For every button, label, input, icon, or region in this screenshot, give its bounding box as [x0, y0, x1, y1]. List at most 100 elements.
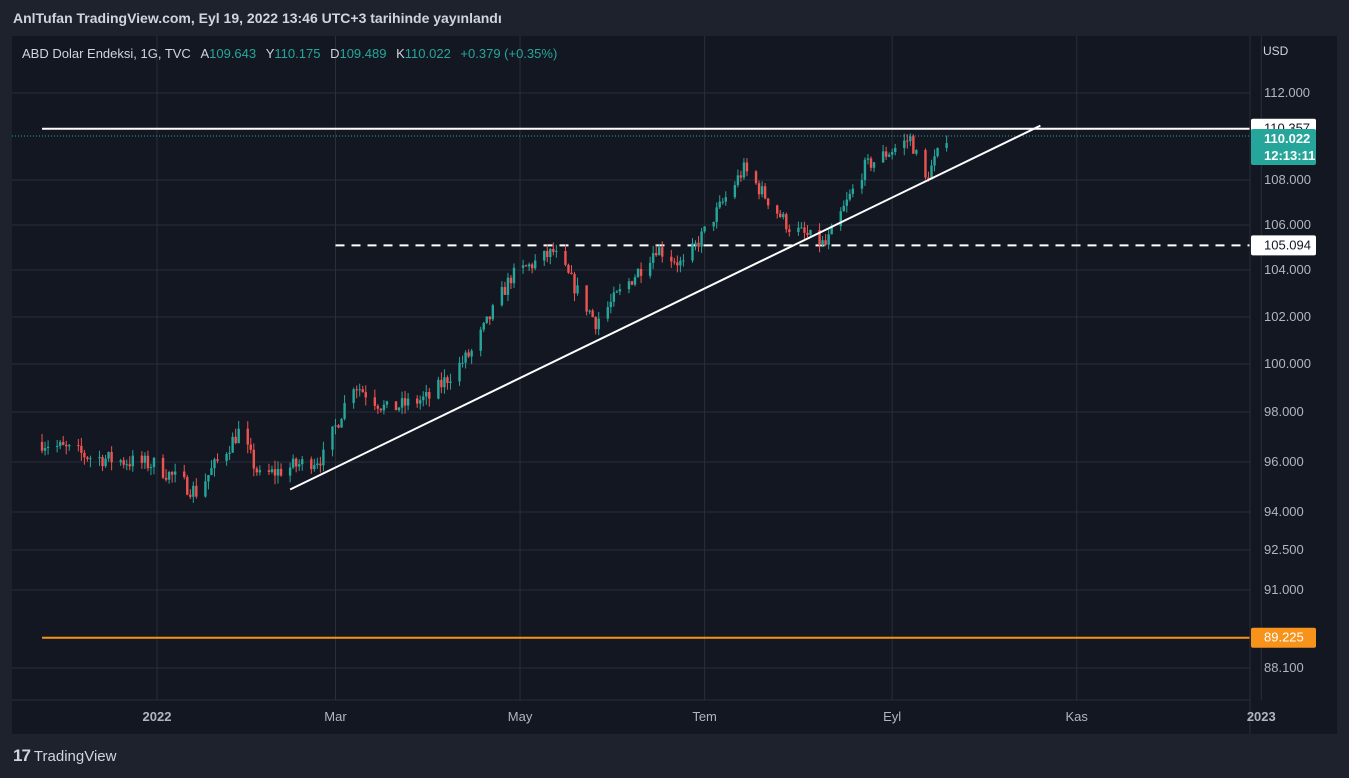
candle-body	[757, 183, 761, 195]
time-tick-label: 2022	[143, 709, 172, 724]
candle-body	[161, 457, 165, 478]
candle-body	[361, 389, 364, 393]
symbol-legend[interactable]: ABD Dolar Endeksi, 1G, TVC A109.643 Y110…	[22, 46, 557, 61]
price-tick-label: 100.000	[1264, 356, 1311, 371]
candle-body	[301, 459, 304, 465]
candle-body	[62, 442, 65, 445]
candle-body	[633, 277, 637, 285]
time-tick-label: Eyl	[883, 709, 901, 724]
candle-body	[670, 256, 673, 262]
candle-body	[146, 455, 150, 469]
candle-body	[352, 389, 355, 404]
candle-body	[246, 428, 249, 445]
candle-body	[606, 307, 609, 319]
high-label: Y	[265, 46, 275, 61]
candle-body	[839, 211, 842, 227]
candle-body	[806, 232, 809, 235]
candle-body	[291, 458, 295, 468]
low-value: 109.489	[339, 46, 387, 61]
price-tick-label: 91.000	[1264, 582, 1304, 597]
candle-body	[467, 352, 470, 357]
candle-body	[46, 446, 50, 449]
candle-body	[204, 481, 207, 497]
candle-body	[86, 457, 89, 459]
candle-body	[237, 428, 240, 444]
candle-body	[428, 391, 431, 399]
price-tick-label: 106.000	[1264, 217, 1311, 232]
candle-body	[797, 227, 800, 232]
price-tick-label: 98.000	[1264, 404, 1304, 419]
open-label: A	[200, 46, 210, 61]
candle-body	[521, 265, 525, 268]
candle-body	[267, 470, 271, 473]
price-label-box	[1251, 129, 1316, 166]
candle-body	[394, 401, 398, 411]
candle-body	[415, 398, 419, 404]
candle-body	[818, 229, 821, 246]
candle-body	[149, 467, 153, 469]
candle-body	[527, 264, 531, 267]
candle-body	[400, 398, 404, 408]
candle-body	[140, 455, 144, 463]
candle-body	[258, 470, 262, 473]
candle-body	[255, 468, 259, 473]
time-tick-label: May	[508, 709, 533, 724]
candle-body	[718, 201, 721, 208]
candle-body	[125, 464, 128, 466]
candle-body	[915, 150, 918, 154]
high-value: 110.175	[274, 46, 321, 61]
candle-body	[618, 289, 622, 292]
candle-body	[443, 377, 446, 388]
candle-body	[884, 151, 888, 157]
candle-body	[591, 310, 594, 317]
candle-body	[273, 469, 277, 476]
candle-body	[585, 285, 588, 312]
candle-body	[382, 404, 386, 411]
tradingview-branding[interactable]: 17 TradingView	[13, 746, 116, 766]
close-label: K	[396, 46, 405, 61]
candle-body	[612, 292, 616, 302]
candle-body	[89, 458, 92, 460]
candle-body	[673, 261, 676, 263]
candle-body	[503, 287, 507, 295]
candle-body	[397, 407, 401, 411]
candle-body	[860, 180, 864, 189]
change-value: +0.379 (+0.35%)	[460, 46, 558, 61]
candle-body	[331, 426, 334, 450]
candle-body	[809, 229, 812, 235]
candle-body	[912, 136, 915, 154]
candle-body	[676, 262, 679, 266]
candle-body	[552, 248, 555, 252]
candle-body	[164, 477, 168, 480]
candle-body	[588, 310, 591, 312]
price-tick-label: 92.500	[1264, 542, 1304, 557]
open-value: 109.643	[209, 46, 257, 61]
time-tick-label: Kas	[1066, 709, 1089, 724]
candle-body	[869, 158, 873, 168]
candle-body	[736, 175, 740, 186]
candle-body	[485, 316, 488, 323]
candle-body	[715, 207, 718, 222]
price-tick-label: 104.000	[1264, 262, 1311, 277]
time-axis: 2022 Mar May Tem Eyl Kas 2023	[143, 709, 1276, 724]
price-tick-label: 112.000	[1264, 85, 1310, 100]
candle-body	[167, 472, 171, 480]
candle-body	[533, 260, 537, 269]
candle-body	[745, 162, 749, 172]
candle-body	[183, 471, 186, 478]
candle-body	[630, 281, 634, 285]
candle-body	[679, 260, 682, 266]
price-tick-label: 96.000	[1264, 454, 1304, 469]
candle-body	[636, 268, 640, 278]
symbol-name: ABD Dolar Endeksi, 1G, TVC	[22, 46, 191, 61]
candle-body	[881, 151, 885, 163]
candle-body	[779, 213, 782, 218]
candle-body	[379, 408, 383, 411]
candle-body	[760, 186, 764, 195]
candle-body	[776, 205, 779, 214]
currency-label: USD	[1263, 44, 1289, 58]
candle-body	[863, 159, 867, 181]
countdown-label: 12:13:11	[1264, 148, 1315, 163]
candle-body	[355, 389, 358, 391]
